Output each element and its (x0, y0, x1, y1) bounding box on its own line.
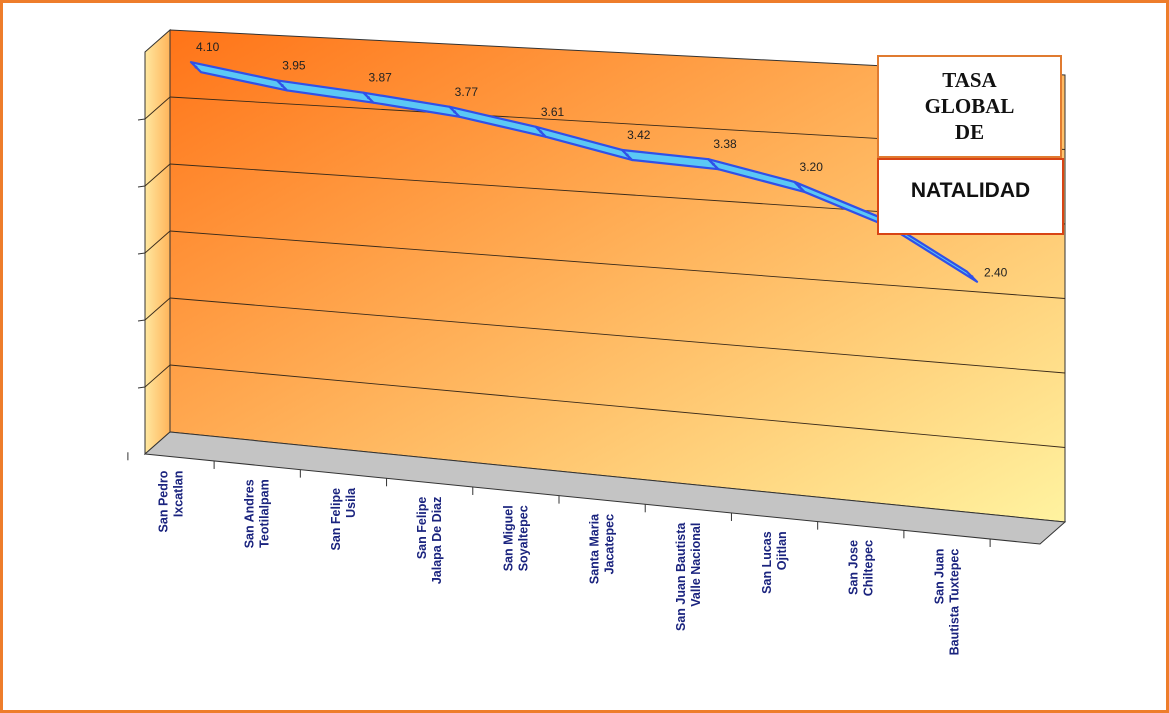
data-label: 3.61 (541, 105, 565, 119)
category-label-line: San Juan (933, 549, 947, 605)
category-label: San Jose Chiltepec (846, 540, 875, 596)
category-label-line: San Lucas (760, 531, 774, 594)
category-label-line: Teotilalpam (258, 479, 272, 548)
chart-subtitle-box: NATALIDAD (877, 158, 1064, 235)
data-label: 3.87 (368, 71, 392, 85)
title-line-3: DE (954, 120, 985, 144)
gridline-side (144, 297, 171, 321)
category-label-line: San Felipe (415, 497, 429, 560)
data-label: 2.40 (984, 266, 1008, 280)
y-axis-tick (137, 386, 146, 389)
data-point (711, 162, 715, 166)
category-label-line: San Andres (243, 479, 257, 548)
category-label-line: Bautista Tuxtepec (948, 549, 962, 656)
data-label: 3.77 (455, 85, 479, 99)
category-label: San Pedro Ixcatlan (157, 470, 186, 532)
category-label-line: San Felipe (329, 488, 343, 551)
data-point (194, 65, 198, 69)
category-label-line: Chiltepec (861, 540, 875, 596)
category-label: Santa Maria Jacatepec (588, 513, 617, 584)
gridline (169, 364, 1066, 448)
gridline-side (144, 364, 171, 388)
category-label-line: San Jose (846, 540, 860, 595)
category-label-line: San Miguel (501, 505, 515, 571)
data-point (625, 153, 629, 157)
data-point (539, 130, 543, 134)
gridline (169, 230, 1066, 299)
category-label-line: Ojitlan (775, 531, 789, 570)
category-label-line: Jalapa De Diaz (430, 497, 444, 585)
y-axis-tick (137, 185, 146, 188)
category-label-line: Santa Maria (588, 513, 602, 584)
data-point (970, 275, 974, 279)
category-label: San Felipe Usila (329, 487, 358, 551)
y-axis-tick (137, 252, 146, 255)
data-point (366, 96, 370, 100)
gridline-side (144, 163, 171, 187)
y-axis-tick (137, 319, 146, 322)
gridline-side (144, 230, 171, 254)
title-line-1: TASA (942, 68, 997, 92)
data-label: 3.95 (282, 58, 306, 72)
category-label: San Juan Bautista Valle Nacional (674, 522, 703, 631)
category-label-line: San Juan Bautista (674, 522, 688, 631)
data-label: 3.42 (627, 128, 651, 142)
data-label: 3.20 (800, 160, 824, 174)
category-label-line: Jacatepec (603, 514, 617, 575)
title-line-2: GLOBAL (924, 94, 1015, 118)
category-label-line: Ixcatlan (172, 471, 186, 518)
gridline-side (144, 96, 171, 120)
y-axis-tick (137, 118, 146, 121)
category-label-line: Usila (344, 487, 358, 518)
data-point (798, 185, 802, 189)
category-label: San Miguel Soyaltepec (501, 505, 530, 571)
category-label: San Lucas Ojitlan (760, 531, 789, 594)
category-label-line: San Pedro (157, 470, 171, 532)
gridline (169, 297, 1066, 374)
category-label: San Juan Bautista Tuxtepec (933, 549, 962, 656)
chart-title-box: TASA GLOBAL DE (877, 55, 1062, 158)
title-natalidad: NATALIDAD (910, 179, 1031, 202)
data-point (453, 110, 457, 114)
category-label: San Felipe Jalapa De Diaz (415, 497, 444, 585)
category-label: San Andres Teotilalpam (243, 479, 272, 548)
category-label-line: Valle Nacional (689, 523, 703, 607)
floor (143, 431, 1067, 545)
data-label: 3.38 (713, 137, 737, 151)
category-label-line: Soyaltepec (516, 505, 530, 571)
data-point (280, 83, 284, 87)
data-label: 4.10 (196, 40, 220, 54)
